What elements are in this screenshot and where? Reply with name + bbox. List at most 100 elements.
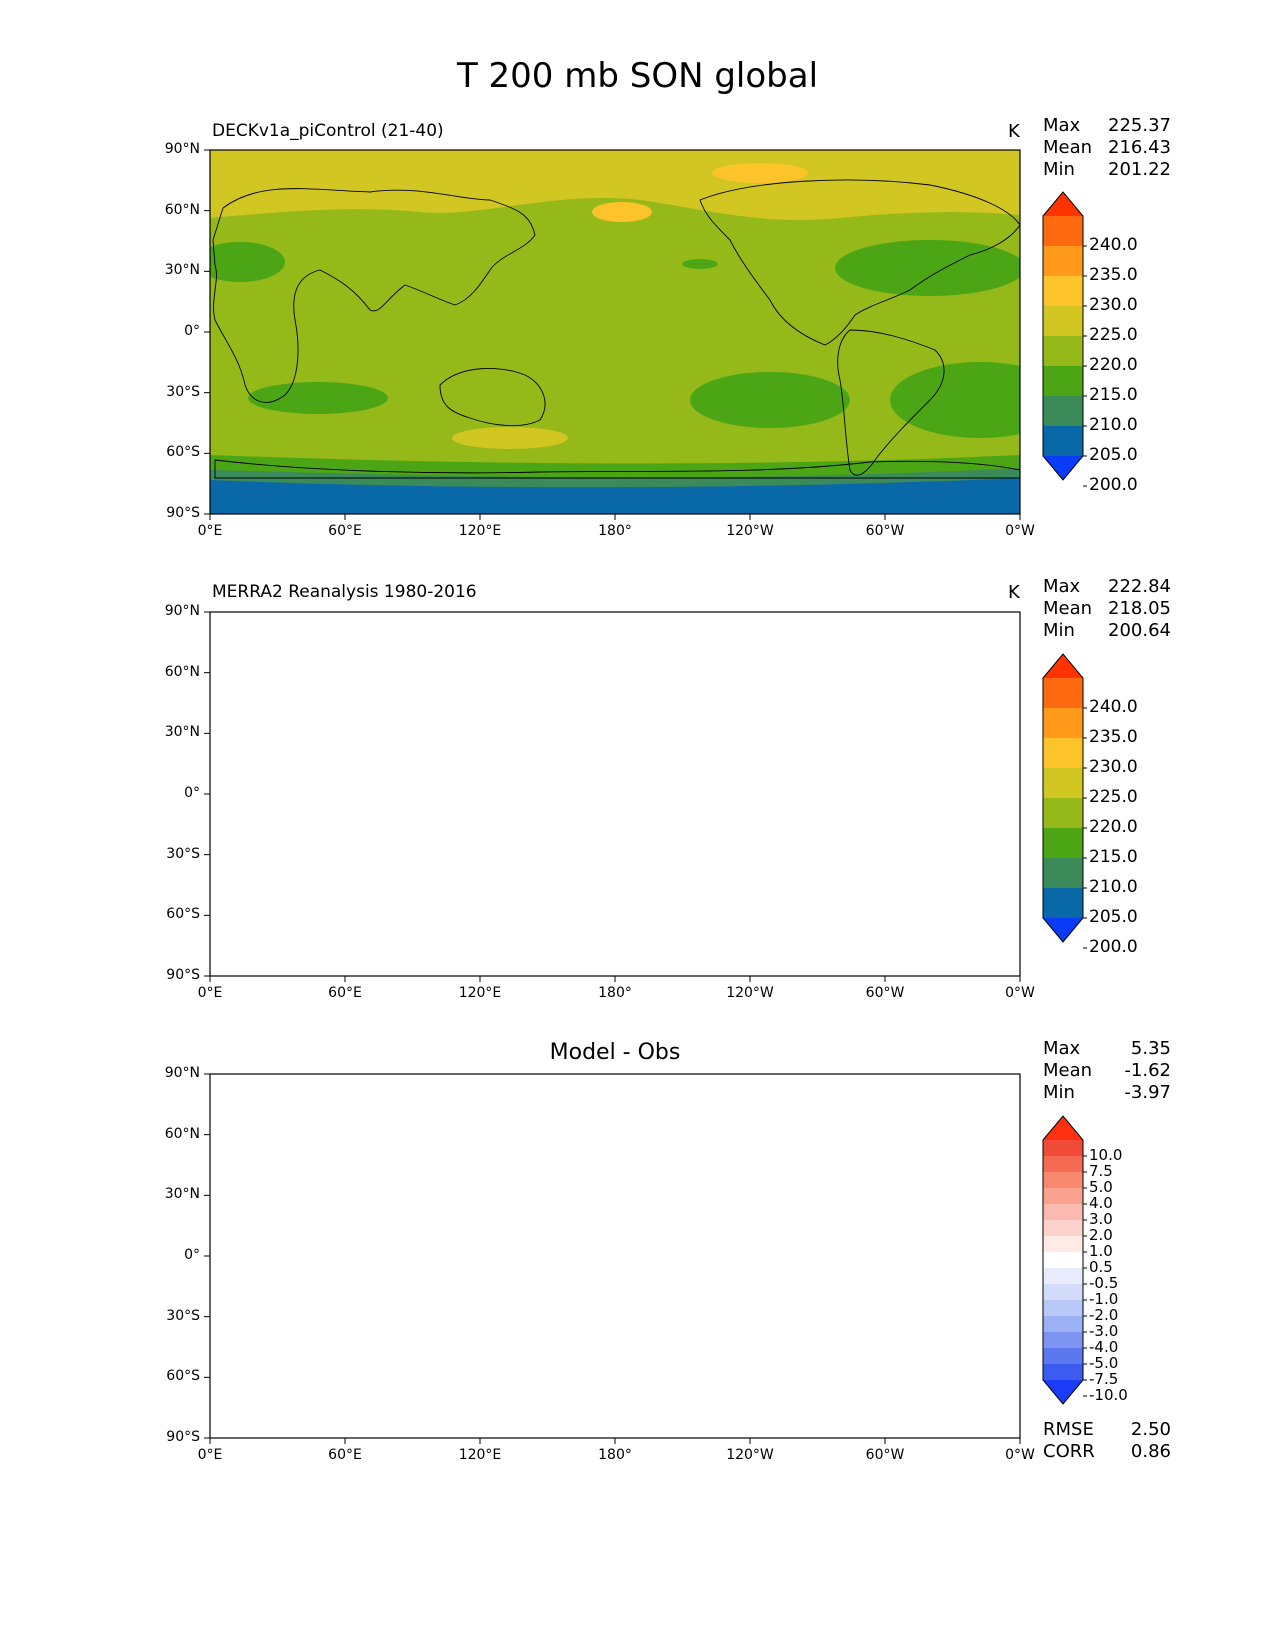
- colorbar-label: 10.0: [1089, 1146, 1123, 1164]
- colorbar-segment: [1043, 828, 1083, 859]
- difference-patch-near-zero-southern: [440, 1387, 640, 1407]
- coastline-outline: [213, 642, 1020, 940]
- lat-tick-label: 60°N: [164, 201, 200, 218]
- colorbar-label: -10.0: [1089, 1386, 1128, 1404]
- colorbar-label: 1.0: [1089, 1242, 1113, 1260]
- colorbar-label: 200.0: [1089, 937, 1138, 957]
- colorbar-extend-bottom: [1043, 1380, 1083, 1404]
- colorbar-label: 4.0: [1089, 1194, 1113, 1212]
- temperature-band-200-205-antarctic: [210, 478, 1020, 514]
- panel-3-error-stats: RMSE 2.50 CORR 0.86: [1043, 1419, 1171, 1463]
- colorbar-segment: [1043, 1220, 1083, 1237]
- colorbar-segment: [1043, 1332, 1083, 1349]
- stat-mean: Mean -1.62: [1043, 1060, 1171, 1081]
- colorbar-label: 7.5: [1089, 1162, 1113, 1180]
- difference-patch-05-1-antarctic: [660, 1421, 780, 1437]
- temperature-band-205-210-south: [210, 922, 1020, 976]
- colorbar-segment: [1043, 678, 1083, 709]
- lat-tick-label: 30°S: [166, 845, 200, 862]
- panel-2-map: [209, 611, 1021, 977]
- temperature-patch-210-215-atlantic: [835, 240, 1020, 296]
- difference-band-minus2-minus1: [210, 1162, 1020, 1174]
- colorbar-extend-top: [1043, 1116, 1083, 1140]
- colorbar-label: 220.0: [1089, 355, 1138, 375]
- colorbar-segment: [1043, 216, 1083, 247]
- colorbar-segment: [1043, 1140, 1083, 1157]
- colorbar-segment: [1043, 1268, 1083, 1285]
- colorbar-segment: [1043, 366, 1083, 397]
- stat-max: Max 222.84: [1043, 576, 1171, 597]
- difference-band-near-zero-south: [210, 1399, 1020, 1438]
- colorbar-segment: [1043, 1172, 1083, 1189]
- colorbar-segment: [1043, 1364, 1083, 1381]
- stat-min: Min 201.22: [1043, 159, 1171, 180]
- lat-tick-label: 30°N: [164, 262, 200, 279]
- stat-corr: CORR 0.86: [1043, 1441, 1171, 1462]
- colorbar-label: 200.0: [1089, 475, 1138, 495]
- colorbar-label: 5.0: [1089, 1178, 1113, 1196]
- panel-3-map: [209, 1073, 1021, 1439]
- lat-tick-label: 60°N: [164, 1125, 200, 1142]
- temperature-patch-210-215-indian: [248, 382, 388, 414]
- difference-band-minus1-minus05-south: [210, 1384, 1020, 1438]
- colorbar-label: 205.0: [1089, 907, 1138, 927]
- lat-tick-label: 60°N: [164, 663, 200, 680]
- panel-2-units: K: [1008, 582, 1020, 603]
- lon-tick-label: 120°W: [726, 985, 774, 1001]
- colorbar-label: -2.0: [1089, 1306, 1119, 1324]
- lon-tick-label: 60°W: [865, 523, 905, 539]
- colorbar-label: 235.0: [1089, 727, 1138, 747]
- colorbar-segment: [1043, 1316, 1083, 1333]
- colorbar-label: -3.0: [1089, 1322, 1119, 1340]
- lon-tick-label: 0°E: [197, 1447, 223, 1463]
- colorbar-segment: [1043, 768, 1083, 799]
- stat-min: Min -3.97: [1043, 1082, 1171, 1103]
- colorbar-segment: [1043, 1156, 1083, 1173]
- stat-mean: Mean 216.43: [1043, 137, 1171, 158]
- temperature-patch-220-225-southern: [452, 427, 568, 449]
- lon-tick-label: 0°W: [1005, 523, 1035, 539]
- colorbar-label: 225.0: [1089, 325, 1138, 345]
- colorbar-segment: [1043, 858, 1083, 889]
- lon-tick-label: 60°E: [328, 985, 362, 1001]
- colorbar-label: 205.0: [1089, 445, 1138, 465]
- colorbar-label: 240.0: [1089, 235, 1138, 255]
- lon-tick-label: 0°W: [1005, 1447, 1035, 1463]
- lat-tick-label: 30°N: [164, 724, 200, 741]
- temperature-patch-225-230-siberia: [592, 202, 652, 222]
- colorbar-segment: [1043, 1204, 1083, 1221]
- panel-2-title: MERRA2 Reanalysis 1980-2016: [212, 582, 477, 602]
- colorbar-segment: [1043, 336, 1083, 367]
- difference-band-near-zero-north: [210, 1074, 1020, 1161]
- stat-min: Min 200.64: [1043, 620, 1171, 641]
- lon-tick-label: 60°W: [865, 985, 905, 1001]
- lon-tick-label: 180°: [598, 985, 632, 1001]
- lon-tick-label: 120°E: [458, 523, 502, 539]
- difference-patch-4-5-siberia: [420, 1164, 560, 1200]
- lat-tick-label: 60°S: [166, 1368, 200, 1385]
- colorbar-label: -0.5: [1089, 1274, 1119, 1292]
- coastline-outline: [213, 1104, 1020, 1402]
- temperature-patch-210-215-pacific: [682, 259, 718, 269]
- colorbar-segment: [1043, 1188, 1083, 1205]
- temperature-patch-210-215-south-atlantic: [890, 362, 1020, 438]
- colorbar-label: 210.0: [1089, 877, 1138, 897]
- lon-tick-label: 0°E: [197, 523, 223, 539]
- colorbar-label: 225.0: [1089, 787, 1138, 807]
- temperature-patch-210-215-south-pacific: [690, 372, 850, 428]
- colorbar-label: 240.0: [1089, 697, 1138, 717]
- colorbar-label: 220.0: [1089, 817, 1138, 837]
- colorbar-segment: [1043, 1236, 1083, 1253]
- colorbar-segment: [1043, 798, 1083, 829]
- temperature-band-220-225-north: [210, 612, 1020, 676]
- difference-field-minus3-minus2: [210, 1074, 1020, 1438]
- panel-1-units: K: [1008, 121, 1020, 142]
- panel-2-frame: [209, 611, 1021, 977]
- stat-rmse: RMSE 2.50: [1043, 1419, 1171, 1440]
- temperature-band-200-205-antarctic: [210, 932, 1020, 976]
- lat-tick-label: 90°S: [166, 1429, 200, 1445]
- colorbar-label: 215.0: [1089, 385, 1138, 405]
- colorbar-segment: [1043, 246, 1083, 277]
- lat-tick-label: 30°N: [164, 1186, 200, 1203]
- panel-3-title: Model - Obs: [549, 1040, 681, 1065]
